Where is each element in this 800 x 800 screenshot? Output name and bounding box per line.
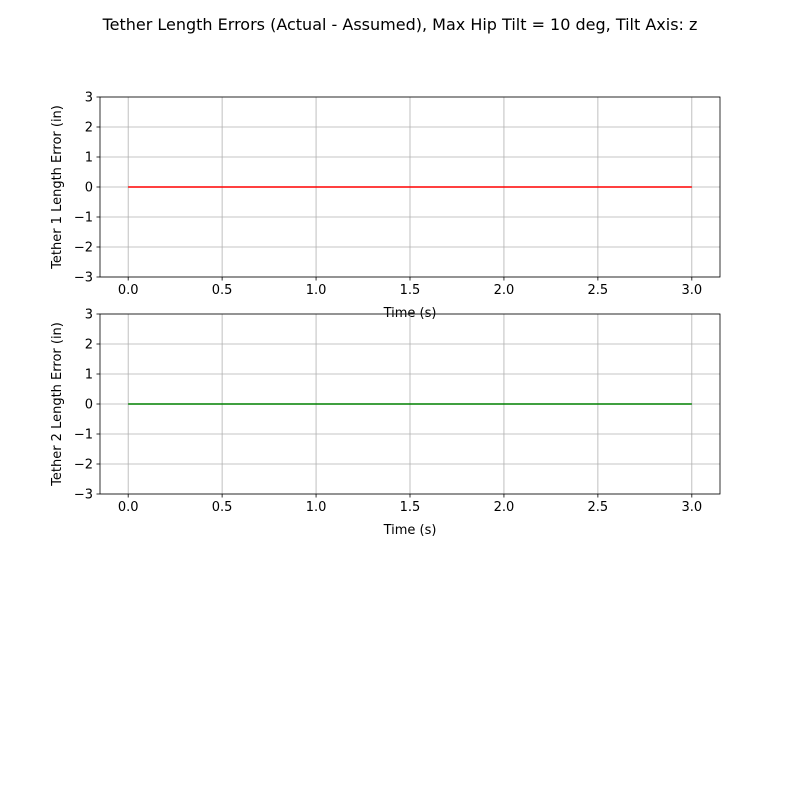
y-tick-label: 1	[85, 368, 93, 383]
y-tick-label: 0	[85, 398, 93, 413]
y-tick-label: 3	[85, 91, 93, 106]
x-tick-label: 2.0	[494, 283, 515, 298]
y-axis-label: Tether 2 Length Error (in)	[50, 322, 65, 487]
x-axis-label: Time (s)	[383, 523, 437, 538]
x-tick-label: 2.5	[588, 500, 609, 515]
y-tick-label: −3	[74, 488, 93, 503]
x-axis-label: Time (s)	[383, 306, 437, 321]
tether-1-error-plot: 0.0 0.5 1.0 1.5 2.0 2.5 3.0 −3 −2 −1 0 1 2 3 Time (s) T…	[50, 91, 721, 321]
figure-title: Tether Length Errors (Actual - Assumed),…	[102, 15, 698, 34]
x-tick-label: 1.5	[400, 500, 421, 515]
x-tick-label: 1.0	[306, 500, 327, 515]
y-tick-label: 3	[85, 308, 93, 323]
x-tick-label: 3.0	[681, 283, 702, 298]
y-tick-label: 2	[85, 338, 93, 353]
x-tick-label: 0.5	[212, 283, 233, 298]
x-tick-label: 0.5	[212, 500, 233, 515]
x-tick-label: 2.0	[494, 500, 515, 515]
x-tick-label: 3.0	[681, 500, 702, 515]
y-tick-label: 0	[85, 181, 93, 196]
x-tick-label: 0.0	[118, 500, 139, 515]
tether-2-error-plot: 0.0 0.5 1.0 1.5 2.0 2.5 3.0 −3 −2 −1 0 1 2 3 Time (s) T…	[50, 308, 721, 538]
x-tick-label: 2.5	[588, 283, 609, 298]
x-tick-label: 1.5	[400, 283, 421, 298]
x-tick-label: 1.0	[306, 283, 327, 298]
y-tick-label: 2	[85, 121, 93, 136]
y-axis-label: Tether 1 Length Error (in)	[50, 105, 65, 270]
y-tick-label: −1	[74, 211, 93, 226]
y-tick-label: −2	[74, 241, 93, 256]
y-tick-label: −3	[74, 271, 93, 286]
y-tick-label: −1	[74, 428, 93, 443]
x-tick-label: 0.0	[118, 283, 139, 298]
y-tick-label: −2	[74, 458, 93, 473]
y-tick-label: 1	[85, 151, 93, 166]
